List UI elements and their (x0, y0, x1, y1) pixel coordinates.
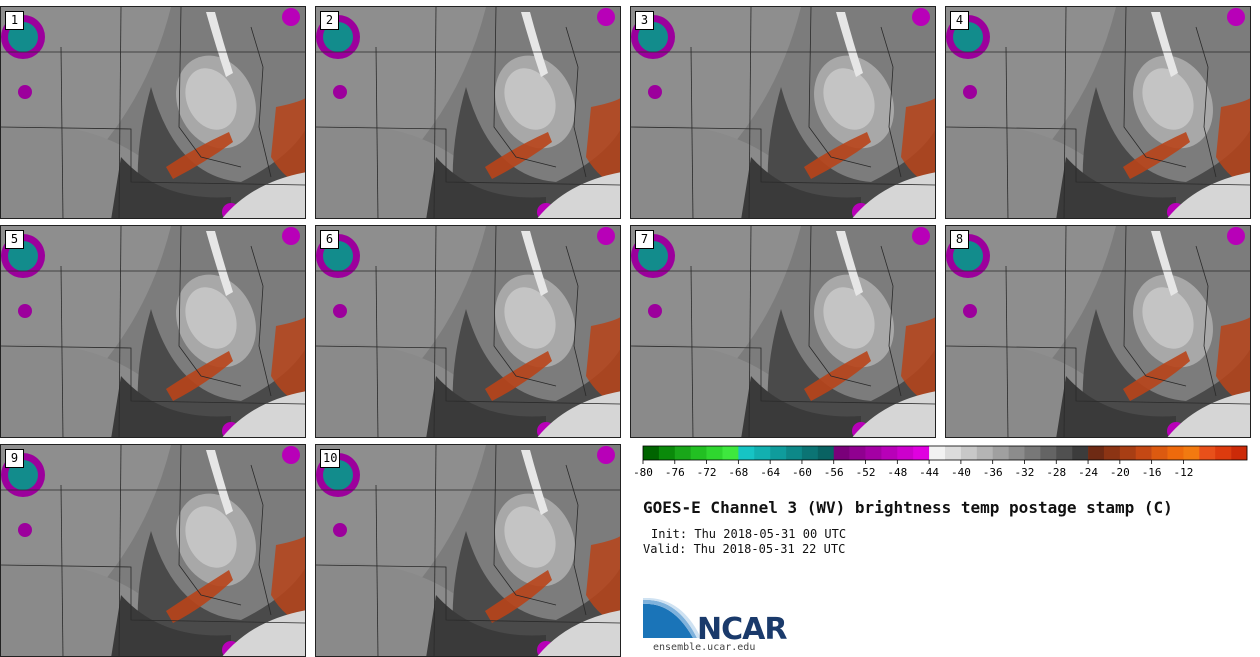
stamp-number-label: 9 (5, 449, 24, 468)
colorbar-tick-label: -40 (951, 466, 971, 479)
colorbar-swatch (1199, 446, 1216, 460)
colorbar-swatch (1119, 446, 1137, 460)
colorbar-tick-label: -60 (792, 466, 812, 479)
colorbar-swatch (1135, 446, 1152, 460)
colorbar-swatch (770, 446, 787, 460)
colorbar-swatch (643, 446, 660, 460)
logo-url[interactable]: ensemble.ucar.edu (653, 642, 756, 653)
colorbar-tick-label: -80 (633, 466, 653, 479)
colorbar-swatch (817, 446, 835, 460)
stamp-map-3 (631, 7, 935, 218)
colorbar-swatch (897, 446, 914, 460)
colorbar-tick-label: -72 (697, 466, 717, 479)
colorbar-tick-label: -36 (983, 466, 1003, 479)
postage-stamp-9[interactable]: 9 (0, 444, 306, 657)
stamp-number-label: 5 (5, 230, 24, 249)
colorbar-swatch (1040, 446, 1057, 460)
colorbar-swatch (945, 446, 962, 460)
stamp-number-label: 10 (320, 449, 341, 468)
colorbar: -80 -76 -72 -68 -64 -60 -56 -52 -48 -44 -40 -36 -32-… (633, 445, 1248, 486)
valid-time: Valid: Thu 2018-05-31 22 UTC (643, 542, 846, 556)
colorbar-svg: -80 -76 -72 -68 -64 -60 -56 -52 -48 -44 -40 -36 -32-… (633, 445, 1248, 479)
postage-stamp-4[interactable]: 4 (945, 6, 1251, 219)
colorbar-swatch (690, 446, 707, 460)
colorbar-swatch (1024, 446, 1041, 460)
colorbar-swatch (722, 446, 739, 460)
stamp-map-1 (1, 7, 305, 218)
colorbar-tick-label: -20 (1110, 466, 1130, 479)
init-time: Init: Thu 2018-05-31 00 UTC (651, 527, 847, 541)
logo-wordmark: NCAR (697, 612, 787, 647)
postage-stamp-5[interactable]: 5 (0, 225, 306, 438)
colorbar-swatch (992, 446, 1009, 460)
colorbar-swatch (1231, 446, 1248, 460)
colorbar-swatch (801, 446, 819, 460)
stamp-number-label: 6 (320, 230, 339, 249)
colorbar-swatch (1008, 446, 1025, 460)
postage-stamp-7[interactable]: 7 (630, 225, 936, 438)
colorbar-swatch (658, 446, 676, 460)
colorbar-swatch (960, 446, 978, 460)
stamp-number-label: 4 (950, 11, 969, 30)
colorbar-swatch (1072, 446, 1089, 460)
colorbar-tick-label: -64 (760, 466, 780, 479)
stamp-map-7 (631, 226, 935, 437)
stamp-map-4 (946, 7, 1250, 218)
stamp-map-6 (316, 226, 620, 437)
colorbar-swatch (1151, 446, 1168, 460)
stamp-map-2 (316, 7, 620, 218)
stamp-map-8 (946, 226, 1250, 437)
postage-stamp-10[interactable]: 10 (315, 444, 621, 657)
colorbar-tick-label: -56 (824, 466, 844, 479)
postage-stamp-6[interactable]: 6 (315, 225, 621, 438)
colorbar-tick-label: -48 (887, 466, 907, 479)
colorbar-swatch (929, 446, 946, 460)
stamp-map-9 (1, 445, 305, 656)
colorbar-swatch (674, 446, 691, 460)
colorbar-tick-label: -12 (1173, 466, 1193, 479)
figure-title: GOES-E Channel 3 (WV) brightness temp po… (643, 498, 1173, 517)
postage-stamp-1[interactable]: 1 (0, 6, 306, 219)
colorbar-swatch (881, 446, 898, 460)
colorbar-swatch (849, 446, 866, 460)
colorbar-swatch (913, 446, 930, 460)
colorbar-swatch (1183, 446, 1200, 460)
colorbar-tick-label: -68 (728, 466, 748, 479)
colorbar-swatch (706, 446, 723, 460)
colorbar-tick-label: -16 (1142, 466, 1162, 479)
colorbar-tick-label: -76 (665, 466, 685, 479)
stamp-map-10 (316, 445, 620, 656)
postage-stamp-2[interactable]: 2 (315, 6, 621, 219)
colorbar-swatch (738, 446, 755, 460)
colorbar-swatch (1103, 446, 1121, 460)
colorbar-tick-label: -32 (1015, 466, 1035, 479)
ncar-swoosh-icon (643, 597, 701, 638)
colorbar-swatch (865, 446, 882, 460)
postage-stamp-8[interactable]: 8 (945, 225, 1251, 438)
colorbar-swatch (786, 446, 803, 460)
colorbar-tick-label: -52 (856, 466, 876, 479)
colorbar-tick-label: -44 (919, 466, 939, 479)
colorbar-tick-label: -28 (1046, 466, 1066, 479)
stamp-number-label: 1 (5, 11, 24, 30)
stamp-map-5 (1, 226, 305, 437)
colorbar-swatch (976, 446, 993, 460)
stamp-number-label: 7 (635, 230, 654, 249)
colorbar-swatch (1088, 446, 1105, 460)
colorbar-swatch (1215, 446, 1232, 460)
colorbar-swatch (1167, 446, 1184, 460)
stamp-number-label: 2 (320, 11, 339, 30)
colorbar-swatch (1056, 446, 1073, 460)
colorbar-swatch (754, 446, 771, 460)
colorbar-tick-label: -24 (1078, 466, 1098, 479)
colorbar-swatch (833, 446, 850, 460)
ncar-logo[interactable] (643, 597, 803, 656)
stamp-number-label: 3 (635, 11, 654, 30)
postage-stamp-3[interactable]: 3 (630, 6, 936, 219)
stamp-number-label: 8 (950, 230, 969, 249)
